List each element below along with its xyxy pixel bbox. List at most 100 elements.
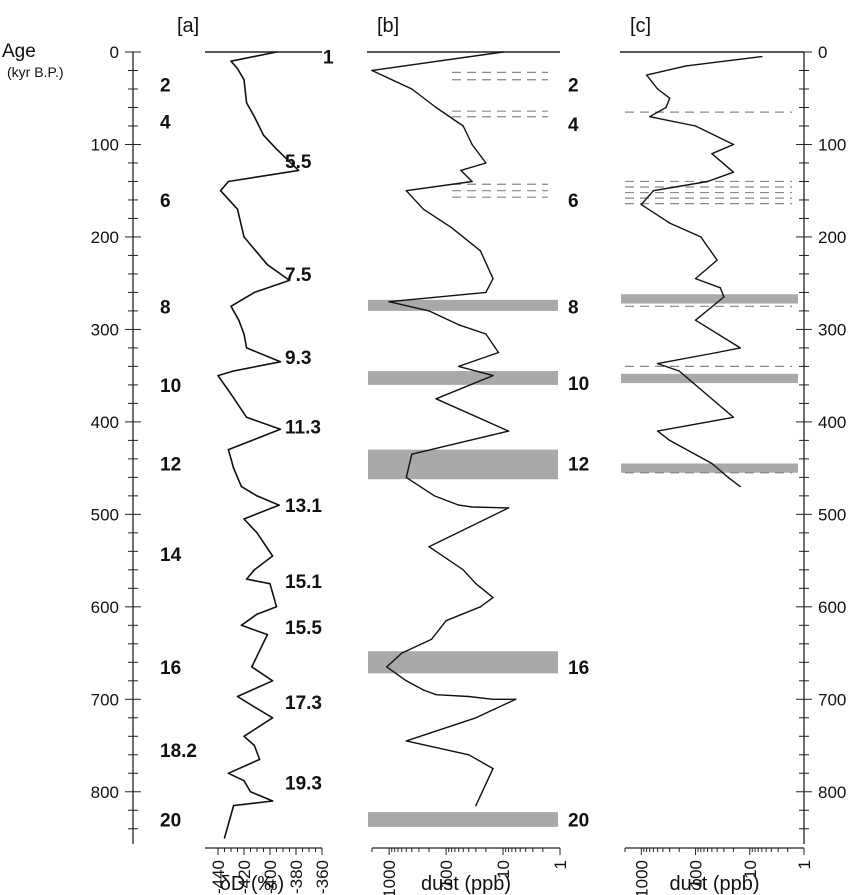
deltaD-point [269,583,271,585]
right-age-tick-label: 400 [818,413,846,432]
marine-stage-label: 10 [568,374,589,395]
x-tick-label: 10 [741,860,760,879]
dust-point [462,125,464,127]
dust-point [492,698,494,700]
right-age-tick-label: 500 [818,505,846,524]
dust-point [458,365,460,368]
marine-stage-label: 4 [160,112,171,133]
marine-stage-label: 1 [323,48,334,69]
shaded-band [368,651,558,674]
age-tick-label: 0 [110,43,119,62]
shaded-band [368,371,558,385]
deltaD-point [278,504,280,506]
dust-point [640,203,643,206]
x-tick-label: 100 [687,860,706,888]
deltaD-point [236,67,239,70]
dust-point [462,569,464,571]
dust-point [458,504,460,506]
right-age-tick-label: 700 [818,690,846,709]
dust-point [694,125,697,127]
dust-point [727,476,729,479]
panel-c-x-axis-title: dust (ppb) [669,873,759,895]
deltaD-point [266,263,269,266]
age-tick-label: 200 [91,228,119,247]
panel-c-label: [c] [630,15,651,37]
deltaD-point [227,448,230,451]
shaded-band [368,299,558,311]
dust-point [656,362,659,365]
right-age-tick-label: 300 [818,320,846,339]
deltaD-point [227,180,230,183]
dust-point [732,171,735,173]
dust-point [668,97,671,99]
dust-point [435,398,437,400]
shaded-band [621,373,798,384]
deltaD-point [240,485,243,488]
deltaD-point [256,707,258,710]
deltaD-point [258,758,261,761]
deltaD-point [271,717,274,719]
marine-stage-label: 4 [568,115,579,136]
dust-point [450,226,453,229]
dust-point [479,250,482,252]
panel-a-label: [a] [177,15,199,37]
marine-stage-label: 16 [160,658,181,679]
deltaD-point [262,134,265,136]
dust-point [502,51,504,53]
panel-c: [c] 1000 100 10 1 dust (ppb) 0 100 200 300 400 500 6… [620,15,846,895]
deltaD-point [232,370,235,372]
deltaD-point [230,305,232,307]
dust-point [401,652,403,654]
deltaD-point [243,779,245,782]
dust-point [649,116,651,118]
x-axis-title: δD (‰) [220,873,284,895]
dust-point [468,695,470,698]
dust-point [411,453,413,455]
right-age-tick-label: 200 [818,228,846,247]
age-tick-label: 600 [91,598,119,617]
dust-point [514,698,517,700]
dust-point [471,506,473,508]
dust-point [430,638,433,640]
marine-stage-label: 6 [160,191,171,212]
deltaD-point [238,319,240,321]
right-age-tick-label: 0 [818,43,827,62]
age-tick-label: 700 [91,690,119,709]
panel-b: [b] 1000 100 10 1 dust (ppb) 2 4 6 8 10 12 16 20 [367,15,589,895]
dust-point [492,596,494,599]
deltaD-point [243,735,245,737]
dust-point [386,666,388,668]
x-tick-label: 1 [795,860,814,869]
dust-point [492,374,494,377]
marine-stage-label: 8 [160,297,171,318]
marine-stage-label: 12 [568,454,589,475]
dust-point [665,106,667,109]
dust-point [723,296,725,298]
x-tick-label: 1000 [632,860,651,895]
deltaD-point [253,291,256,294]
marine-stage-label: 20 [160,811,181,832]
deltaD-point [243,518,245,520]
deltaD-point [256,532,258,534]
right-age-tick-label: 100 [818,135,846,154]
deltaD-point [236,208,239,210]
deltaD-point [279,428,282,430]
dust-point [711,462,713,465]
y-axis-title: Age [2,41,36,62]
deltaD-point [275,51,278,53]
dust-point [652,190,655,192]
dust-point [405,190,407,192]
x-tick-label: -400 [261,860,280,894]
dust-point [388,300,390,303]
x-tick-label: 10 [494,860,513,879]
dust-point [492,767,494,770]
dust-point [492,277,494,280]
deltaD-point [253,569,256,571]
dust-point [475,717,477,719]
dust-point [445,619,447,622]
dust-point [485,162,487,164]
dust-point [428,310,430,312]
dust-point [458,324,460,326]
deltaD-point [236,695,239,698]
